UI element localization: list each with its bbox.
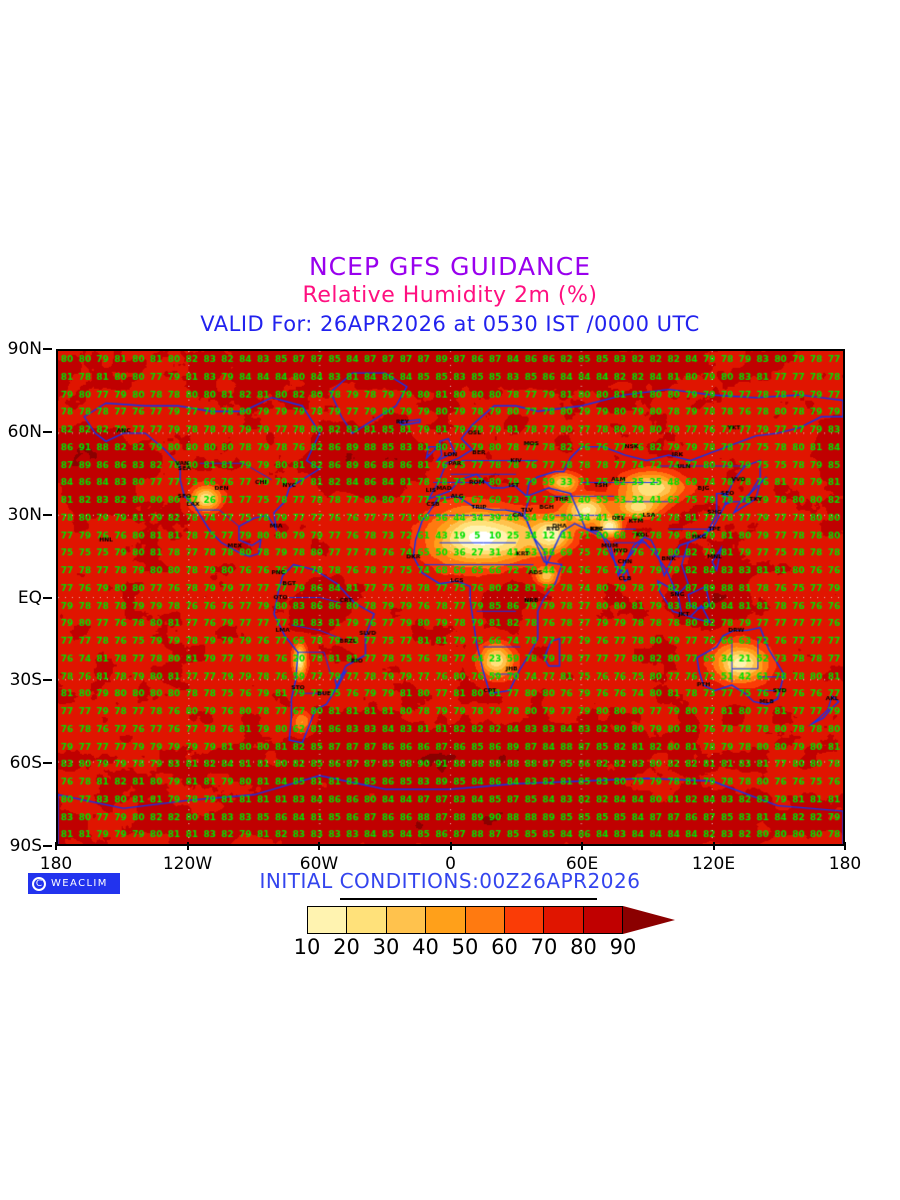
lon-tick-label-120W: 120W: [162, 854, 213, 874]
lon-tick-label-0: 0: [445, 854, 456, 874]
lat-tick-label-60N: 60N: [7, 421, 42, 442]
copyright-icon: C: [32, 876, 46, 891]
valid-time-title: VALID For: 26APR2026 at 0530 IST /0000 U…: [200, 312, 700, 336]
lat-tick-label-30N: 30N: [7, 504, 42, 525]
colorbar-tick-60: 60: [491, 935, 518, 959]
colorbar-cell-6: [543, 906, 583, 934]
lat-tick-mark: [43, 430, 52, 433]
lat-tick-mark: [43, 513, 52, 516]
lon-tick-mark: [844, 842, 846, 850]
variable-title: Relative Humidity 2m (%): [302, 283, 598, 308]
title-block: NCEP GFS GUIDANCE Relative Humidity 2m (…: [0, 252, 900, 338]
colorbar-tick-10: 10: [293, 935, 321, 959]
lat-tick-mark: [43, 762, 52, 765]
lon-tick-label-180: 180: [39, 854, 73, 874]
lon-tick-mark: [581, 842, 583, 850]
lon-tick-label-60E: 60E: [565, 854, 599, 874]
colorbar-over-arrow: [623, 906, 675, 934]
lat-tick-mark: [43, 596, 52, 599]
map-overlay-canvas: [58, 351, 843, 844]
weaclim-logo-text: WEACLIM: [51, 878, 108, 889]
weaclim-logo[interactable]: C WEACLIM: [28, 873, 120, 894]
lon-tick-mark: [318, 842, 320, 850]
lat-tick-mark: [43, 679, 52, 682]
lat-tick-mark: [43, 845, 52, 847]
colorbar-cell-3: [425, 906, 465, 934]
colorbar-tick-20: 20: [333, 935, 360, 959]
lon-tick-mark: [186, 842, 189, 850]
colorbar-tick-50: 50: [451, 935, 479, 959]
colorbar-cells: [307, 906, 623, 934]
colorbar[interactable]: 10 20 30 40 50 60 70 80 90: [255, 906, 675, 962]
lon-tick-mark: [712, 842, 715, 850]
lat-tick-label-60S: 60S: [9, 753, 42, 774]
colorbar-cell-2: [385, 906, 426, 934]
initial-conditions-underline: [340, 898, 597, 900]
lat-tick-label-90S: 90S: [9, 836, 42, 856]
lon-tick-label-120E: 120E: [691, 854, 736, 874]
lon-tick-label-180: 180: [828, 854, 862, 874]
colorbar-cell-4: [464, 906, 504, 934]
lon-tick-label-60W: 60W: [299, 854, 339, 874]
colorbar-tick-80: 80: [570, 935, 597, 959]
colorbar-tick-90: 90: [609, 935, 637, 959]
lon-tick-mark: [55, 842, 57, 850]
lat-tick-label-EQ: EQ: [17, 587, 42, 608]
colorbar-tick-40: 40: [412, 935, 439, 959]
colorbar-cell-1: [346, 906, 386, 934]
lat-tick-label-30S: 30S: [9, 670, 42, 691]
humidity-map-plot[interactable]: [56, 349, 845, 846]
lat-tick-mark: [43, 348, 52, 350]
colorbar-tick-labels: 10 20 30 40 50 60 70 80 90: [294, 935, 637, 961]
colorbar-cell-7: [582, 906, 623, 934]
guidance-title: NCEP GFS GUIDANCE: [308, 252, 591, 281]
colorbar-under-arrow: [255, 906, 307, 934]
longitude-axis: 180 120W 60W 0 60E 120E 180: [40, 842, 861, 878]
lat-tick-label-90N: 90N: [7, 339, 42, 359]
colorbar-cell-0: [307, 906, 347, 934]
latitude-axis: 90N 60N 30N EQ 30S 60S 90S: [0, 339, 52, 856]
colorbar-tick-70: 70: [530, 935, 558, 959]
colorbar-cell-5: [503, 906, 544, 934]
initial-conditions-label: INITIAL CONDITIONS:00Z26APR2026: [259, 869, 641, 893]
colorbar-tick-30: 30: [372, 935, 400, 959]
lon-tick-mark: [449, 842, 452, 850]
